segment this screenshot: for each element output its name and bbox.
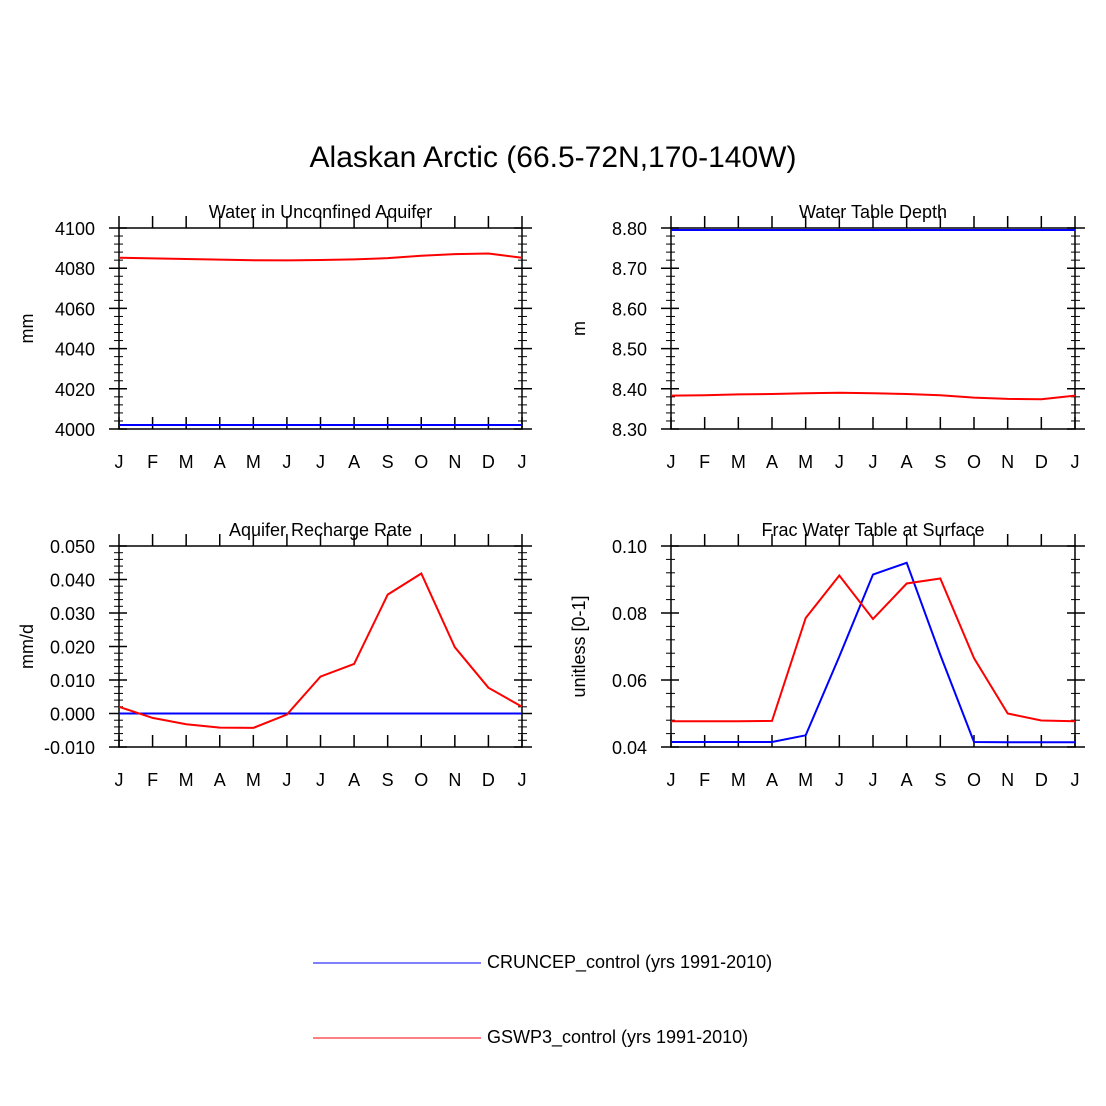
x-tick-label: M [246, 452, 261, 472]
x-tick-label: F [147, 452, 158, 472]
series-line-gswp3 [118, 572, 523, 729]
x-tick-label: A [901, 770, 913, 790]
y-tick-label: 0.020 [50, 638, 95, 658]
x-tick-label: O [414, 770, 428, 790]
x-tick-label: J [1071, 452, 1080, 472]
y-tick-label: 8.30 [612, 420, 647, 440]
y-tick-label: 0.08 [612, 604, 647, 624]
y-tick-label: 0.040 [50, 571, 95, 591]
x-tick-label: M [798, 770, 813, 790]
x-tick-label: J [835, 770, 844, 790]
y-tick-label: 4040 [55, 340, 95, 360]
x-tick-label: S [382, 770, 394, 790]
x-tick-label: J [316, 452, 325, 472]
plot-frame [118, 545, 523, 748]
y-tick-label: 0.030 [50, 604, 95, 624]
x-tick-label: J [518, 452, 527, 472]
legend-label-cruncep: CRUNCEP_control (yrs 1991-2010) [487, 952, 773, 972]
x-tick-label: M [798, 452, 813, 472]
y-tick-label: 0.050 [50, 537, 95, 557]
x-tick-label: S [934, 452, 946, 472]
y-tick-label: 8.60 [612, 299, 647, 319]
y-axis-label: m [569, 321, 589, 336]
y-tick-label: -0.010 [44, 738, 95, 758]
x-tick-label: S [934, 770, 946, 790]
y-tick-label: 8.80 [612, 219, 647, 239]
x-tick-label: J [282, 452, 291, 472]
x-tick-label: D [482, 770, 495, 790]
x-tick-label: S [382, 452, 394, 472]
x-tick-label: O [967, 770, 981, 790]
x-tick-label: J [282, 770, 291, 790]
x-tick-label: J [115, 452, 124, 472]
x-tick-label: D [1035, 770, 1048, 790]
x-tick-label: A [214, 452, 226, 472]
y-tick-label: 4000 [55, 420, 95, 440]
x-tick-label: J [869, 452, 878, 472]
y-axis-label: mm/d [17, 624, 37, 669]
y-tick-label: 0.10 [612, 537, 647, 557]
x-tick-label: J [518, 770, 527, 790]
series-line-gswp3 [671, 573, 1076, 723]
y-tick-label: 0.04 [612, 738, 647, 758]
x-tick-label: A [348, 452, 360, 472]
x-tick-label: M [731, 452, 746, 472]
y-tick-label: 4100 [55, 219, 95, 239]
y-tick-label: 4020 [55, 380, 95, 400]
x-tick-label: J [316, 770, 325, 790]
x-tick-label: J [869, 770, 878, 790]
x-tick-label: M [246, 770, 261, 790]
x-tick-label: D [1035, 452, 1048, 472]
y-tick-label: 0.000 [50, 705, 95, 725]
panel-4: Frac Water Table at Surface unitless [0-1… [569, 520, 1085, 790]
x-tick-label: N [1001, 452, 1014, 472]
x-tick-label: A [214, 770, 226, 790]
x-tick-label: F [147, 770, 158, 790]
legend-label-gswp3: GSWP3_control (yrs 1991-2010) [487, 1027, 749, 1047]
y-tick-label: 8.40 [612, 380, 647, 400]
panel-title: Water in Unconfined Aquifer [209, 202, 432, 222]
x-tick-label: D [482, 452, 495, 472]
y-tick-label: 0.06 [612, 671, 647, 691]
x-tick-label: A [766, 452, 778, 472]
x-tick-label: J [1071, 770, 1080, 790]
x-tick-label: M [179, 770, 194, 790]
y-axis-label: unitless [0-1] [569, 595, 589, 697]
panel-title: Water Table Depth [799, 202, 947, 222]
x-tick-label: M [179, 452, 194, 472]
panel-title: Aquifer Recharge Rate [229, 520, 412, 540]
x-tick-label: J [115, 770, 124, 790]
x-tick-label: F [699, 452, 710, 472]
y-axis-label: mm [17, 314, 37, 344]
x-tick-label: J [835, 452, 844, 472]
x-tick-label: N [1001, 770, 1014, 790]
x-tick-label: A [766, 770, 778, 790]
series-line-gswp3 [118, 252, 523, 262]
x-tick-label: O [967, 452, 981, 472]
panel-title: Frac Water Table at Surface [761, 520, 984, 540]
x-tick-label: J [667, 770, 676, 790]
series-line-gswp3 [670, 391, 1076, 401]
x-tick-label: J [667, 452, 676, 472]
y-tick-label: 0.010 [50, 671, 95, 691]
x-tick-label: A [348, 770, 360, 790]
y-tick-label: 8.50 [612, 340, 647, 360]
x-tick-label: N [448, 770, 461, 790]
series-line-cruncep [671, 561, 1075, 744]
y-tick-label: 4060 [55, 299, 95, 319]
x-tick-label: A [901, 452, 913, 472]
y-tick-label: 8.70 [612, 259, 647, 279]
x-tick-label: F [699, 770, 710, 790]
figure-title: Alaskan Arctic (66.5-72N,170-140W) [309, 141, 797, 174]
x-tick-label: O [414, 452, 428, 472]
y-tick-label: 4080 [55, 259, 95, 279]
x-tick-label: M [731, 770, 746, 790]
x-tick-label: N [448, 452, 461, 472]
